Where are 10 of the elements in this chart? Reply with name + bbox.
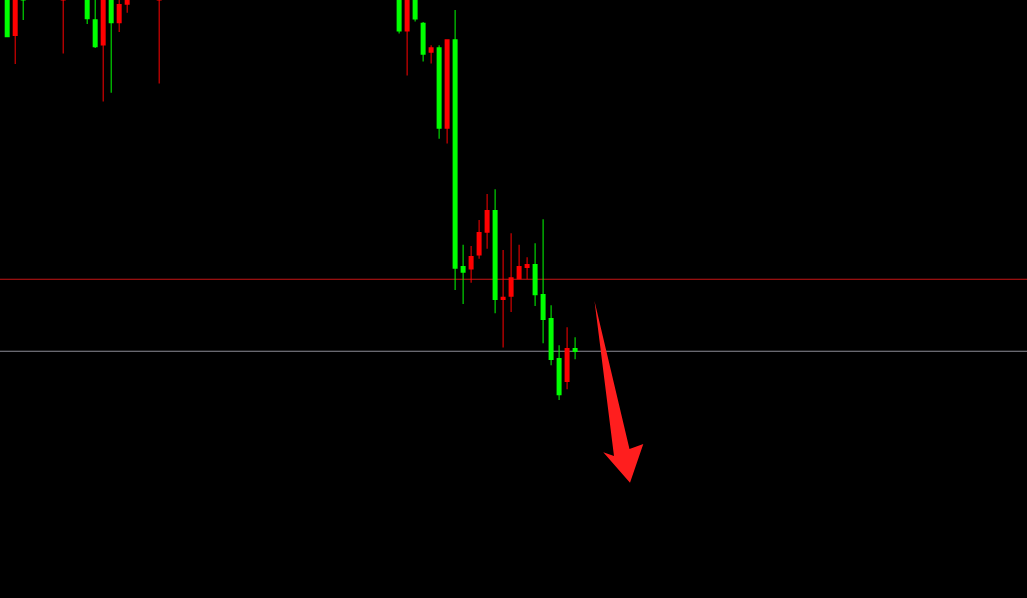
candlestick [500,250,506,348]
candlestick [524,257,530,280]
candlestick [572,337,578,360]
candlestick [20,0,26,20]
candlestick [460,244,466,304]
candlestick [60,0,66,54]
candlestick [428,45,434,64]
candlestick [508,233,514,312]
candlestick [156,0,162,84]
candlestick [540,219,546,344]
